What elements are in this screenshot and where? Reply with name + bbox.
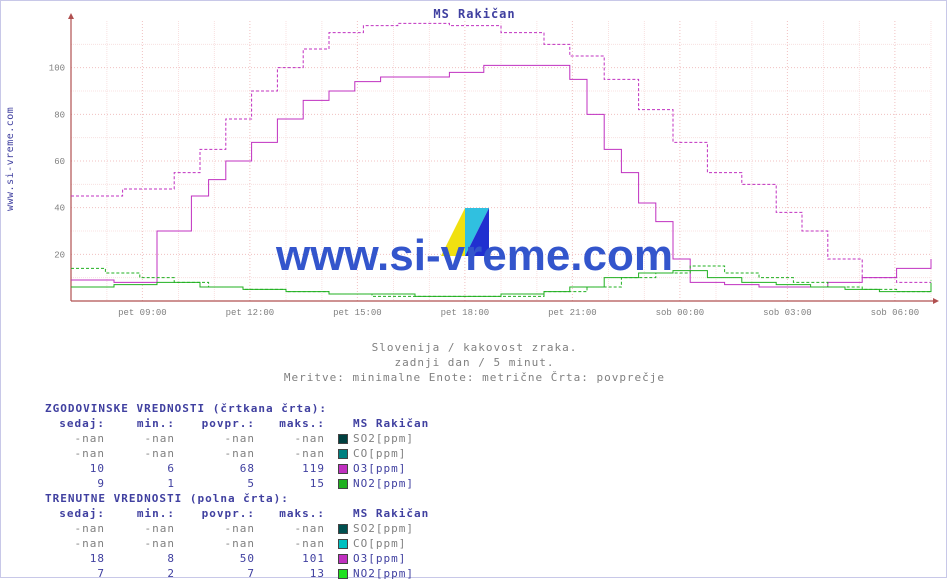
svg-text:80: 80 — [54, 110, 65, 120]
side-url-label: www.si-vreme.com — [5, 107, 16, 211]
legend-swatch-icon — [338, 479, 348, 489]
footer-line-3: Meritve: minimalne Enote: metrične Črta:… — [1, 371, 947, 384]
chart-container: MS Rakičan www.si-vreme.com 20406080100p… — [0, 0, 947, 578]
table-title: ZGODOVINSKE VREDNOSTI (črtkana črta): — [45, 401, 453, 416]
table-row: 91515NO2[ppm] — [45, 476, 453, 491]
svg-text:100: 100 — [49, 64, 65, 74]
svg-text:pet 09:00: pet 09:00 — [118, 308, 167, 318]
legend-swatch-icon — [338, 449, 348, 459]
legend-swatch-icon — [338, 554, 348, 564]
svg-text:sob 00:00: sob 00:00 — [656, 308, 705, 318]
footer-line-2: zadnji dan / 5 minut. — [1, 356, 947, 369]
table-row: -nan-nan-nan-nanCO[ppm] — [45, 446, 453, 461]
table-header-row: sedaj:min.:povpr.:maks.:MS Rakičan — [45, 506, 453, 521]
table-row: -nan-nan-nan-nanCO[ppm] — [45, 536, 453, 551]
table-row: -nan-nan-nan-nanSO2[ppm] — [45, 521, 453, 536]
svg-text:pet 15:00: pet 15:00 — [333, 308, 382, 318]
table-row: 10668119O3[ppm] — [45, 461, 453, 476]
table-row: -nan-nan-nan-nanSO2[ppm] — [45, 431, 453, 446]
legend-swatch-icon — [338, 434, 348, 444]
legend-swatch-icon — [338, 464, 348, 474]
data-tables: ZGODOVINSKE VREDNOSTI (črtkana črta):sed… — [45, 401, 453, 581]
legend-swatch-icon — [338, 524, 348, 534]
svg-text:pet 21:00: pet 21:00 — [548, 308, 597, 318]
svg-text:sob 06:00: sob 06:00 — [871, 308, 920, 318]
svg-text:20: 20 — [54, 250, 65, 260]
table-row: 72713NO2[ppm] — [45, 566, 453, 581]
table-title: TRENUTNE VREDNOSTI (polna črta): — [45, 491, 453, 506]
footer-line-1: Slovenija / kakovost zraka. — [1, 341, 947, 354]
svg-text:60: 60 — [54, 157, 65, 167]
table-row: 18850101O3[ppm] — [45, 551, 453, 566]
svg-text:40: 40 — [54, 204, 65, 214]
svg-text:sob 03:00: sob 03:00 — [763, 308, 812, 318]
legend-swatch-icon — [338, 539, 348, 549]
chart-plot: 20 40 60 80 100 pet 09:00 pet 12:00 pet 15:00 pe… — [31, 1, 941, 341]
svg-text:pet 12:00: pet 12:00 — [226, 308, 275, 318]
table-header-row: sedaj:min.:povpr.:maks.:MS Rakičan — [45, 416, 453, 431]
svg-text:pet 18:00: pet 18:00 — [441, 308, 490, 318]
